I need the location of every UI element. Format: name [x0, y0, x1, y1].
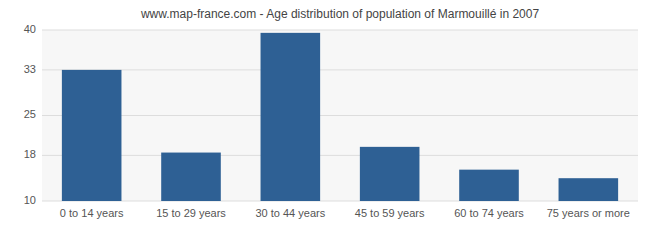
chart-svg: 10 18 25 33 40 0 to 14 years 15 to 29 years 30 … [0, 0, 650, 229]
y-tick-label: 10 [24, 194, 36, 206]
x-tick-label: 60 to 74 years [454, 207, 524, 219]
x-tick-label: 15 to 29 years [156, 207, 226, 219]
y-tick-label: 33 [24, 63, 36, 75]
grid-line [42, 69, 638, 70]
x-tick-label: 75 years or more [547, 207, 630, 219]
x-tick-label: 0 to 14 years [60, 207, 124, 219]
x-tick-label: 45 to 59 years [355, 207, 425, 219]
y-tick-label: 40 [24, 23, 36, 35]
grid-line [42, 201, 638, 202]
plot-background [42, 30, 638, 201]
y-tick-label: 18 [24, 148, 36, 160]
y-axis: 10 18 25 33 40 [24, 23, 36, 206]
grid-line [42, 30, 638, 31]
bar [559, 178, 619, 201]
bar [161, 153, 221, 201]
x-axis: 0 to 14 years 15 to 29 years 30 to 44 year… [60, 207, 630, 219]
bar [62, 70, 122, 201]
bar [459, 170, 519, 201]
bar [261, 33, 321, 201]
bars [62, 33, 618, 201]
x-tick-label: 30 to 44 years [255, 207, 325, 219]
y-tick-label: 25 [24, 108, 36, 120]
grid-line [42, 115, 638, 116]
chart-container: 10 18 25 33 40 0 to 14 years 15 to 29 years 30 … [0, 0, 650, 229]
grid [42, 30, 638, 201]
title: www.map-france.com - Age distribution of… [140, 7, 540, 21]
page: {"chart_data": {"type": "bar", "title": … [0, 0, 650, 229]
bar [360, 147, 420, 201]
grid-line [42, 155, 638, 156]
